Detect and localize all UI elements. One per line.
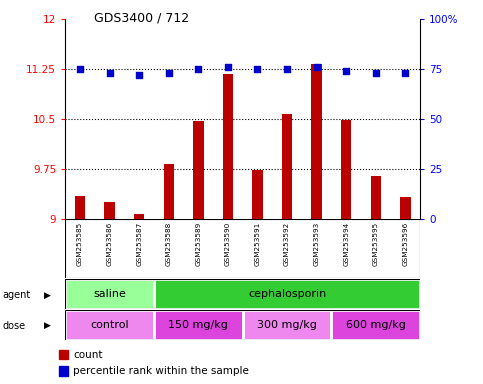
Text: dose: dose (2, 321, 26, 331)
Text: GSM253593: GSM253593 (313, 222, 320, 266)
Bar (75, 195, 85, 219)
Text: cephalosporin: cephalosporin (248, 289, 326, 299)
Bar (164, 164, 174, 219)
Text: agent: agent (2, 290, 30, 300)
Bar (341, 120, 352, 219)
Point (372, 70, 380, 76)
Bar (154, 310, 243, 340)
Point (254, 66, 261, 72)
Point (401, 70, 409, 76)
Bar (65, 310, 154, 340)
Text: 600 mg/kg: 600 mg/kg (346, 320, 406, 330)
Bar (134, 214, 144, 219)
Bar (400, 197, 411, 219)
Text: GSM253596: GSM253596 (402, 222, 409, 266)
Text: GSM253590: GSM253590 (225, 222, 231, 266)
Text: 150 mg/kg: 150 mg/kg (169, 320, 228, 330)
Point (165, 70, 172, 76)
Text: GSM253585: GSM253585 (77, 222, 83, 266)
Text: GSM253588: GSM253588 (166, 222, 172, 266)
Text: percentile rank within the sample: percentile rank within the sample (73, 366, 249, 376)
Point (135, 72, 143, 78)
Text: GSM253589: GSM253589 (195, 222, 201, 266)
Text: GSM253586: GSM253586 (107, 222, 113, 266)
Bar (59, 366, 68, 376)
Text: GSM253587: GSM253587 (136, 222, 142, 266)
Text: control: control (90, 320, 129, 330)
Point (76, 66, 84, 72)
Text: GSM253592: GSM253592 (284, 222, 290, 266)
Text: GSM253595: GSM253595 (373, 222, 379, 266)
Bar (312, 65, 322, 219)
Text: ▶: ▶ (44, 321, 51, 330)
Text: count: count (73, 349, 103, 359)
Point (106, 70, 114, 76)
Point (224, 64, 232, 70)
Bar (104, 202, 115, 219)
Bar (370, 175, 381, 219)
Text: GDS3400 / 712: GDS3400 / 712 (94, 12, 189, 25)
Point (283, 66, 291, 72)
Text: GSM253594: GSM253594 (343, 222, 349, 266)
Text: saline: saline (93, 289, 126, 299)
Point (313, 64, 321, 70)
Bar (242, 310, 331, 340)
Point (342, 68, 350, 74)
Bar (223, 74, 233, 219)
Bar (282, 114, 292, 219)
Text: GSM253591: GSM253591 (255, 222, 260, 266)
Bar (193, 121, 203, 219)
Text: ▶: ▶ (44, 290, 51, 300)
Bar (59, 350, 68, 359)
Text: 300 mg/kg: 300 mg/kg (257, 320, 317, 330)
Bar (154, 279, 420, 309)
Bar (252, 170, 263, 219)
Point (195, 66, 202, 72)
Bar (331, 310, 420, 340)
Bar (65, 279, 154, 309)
